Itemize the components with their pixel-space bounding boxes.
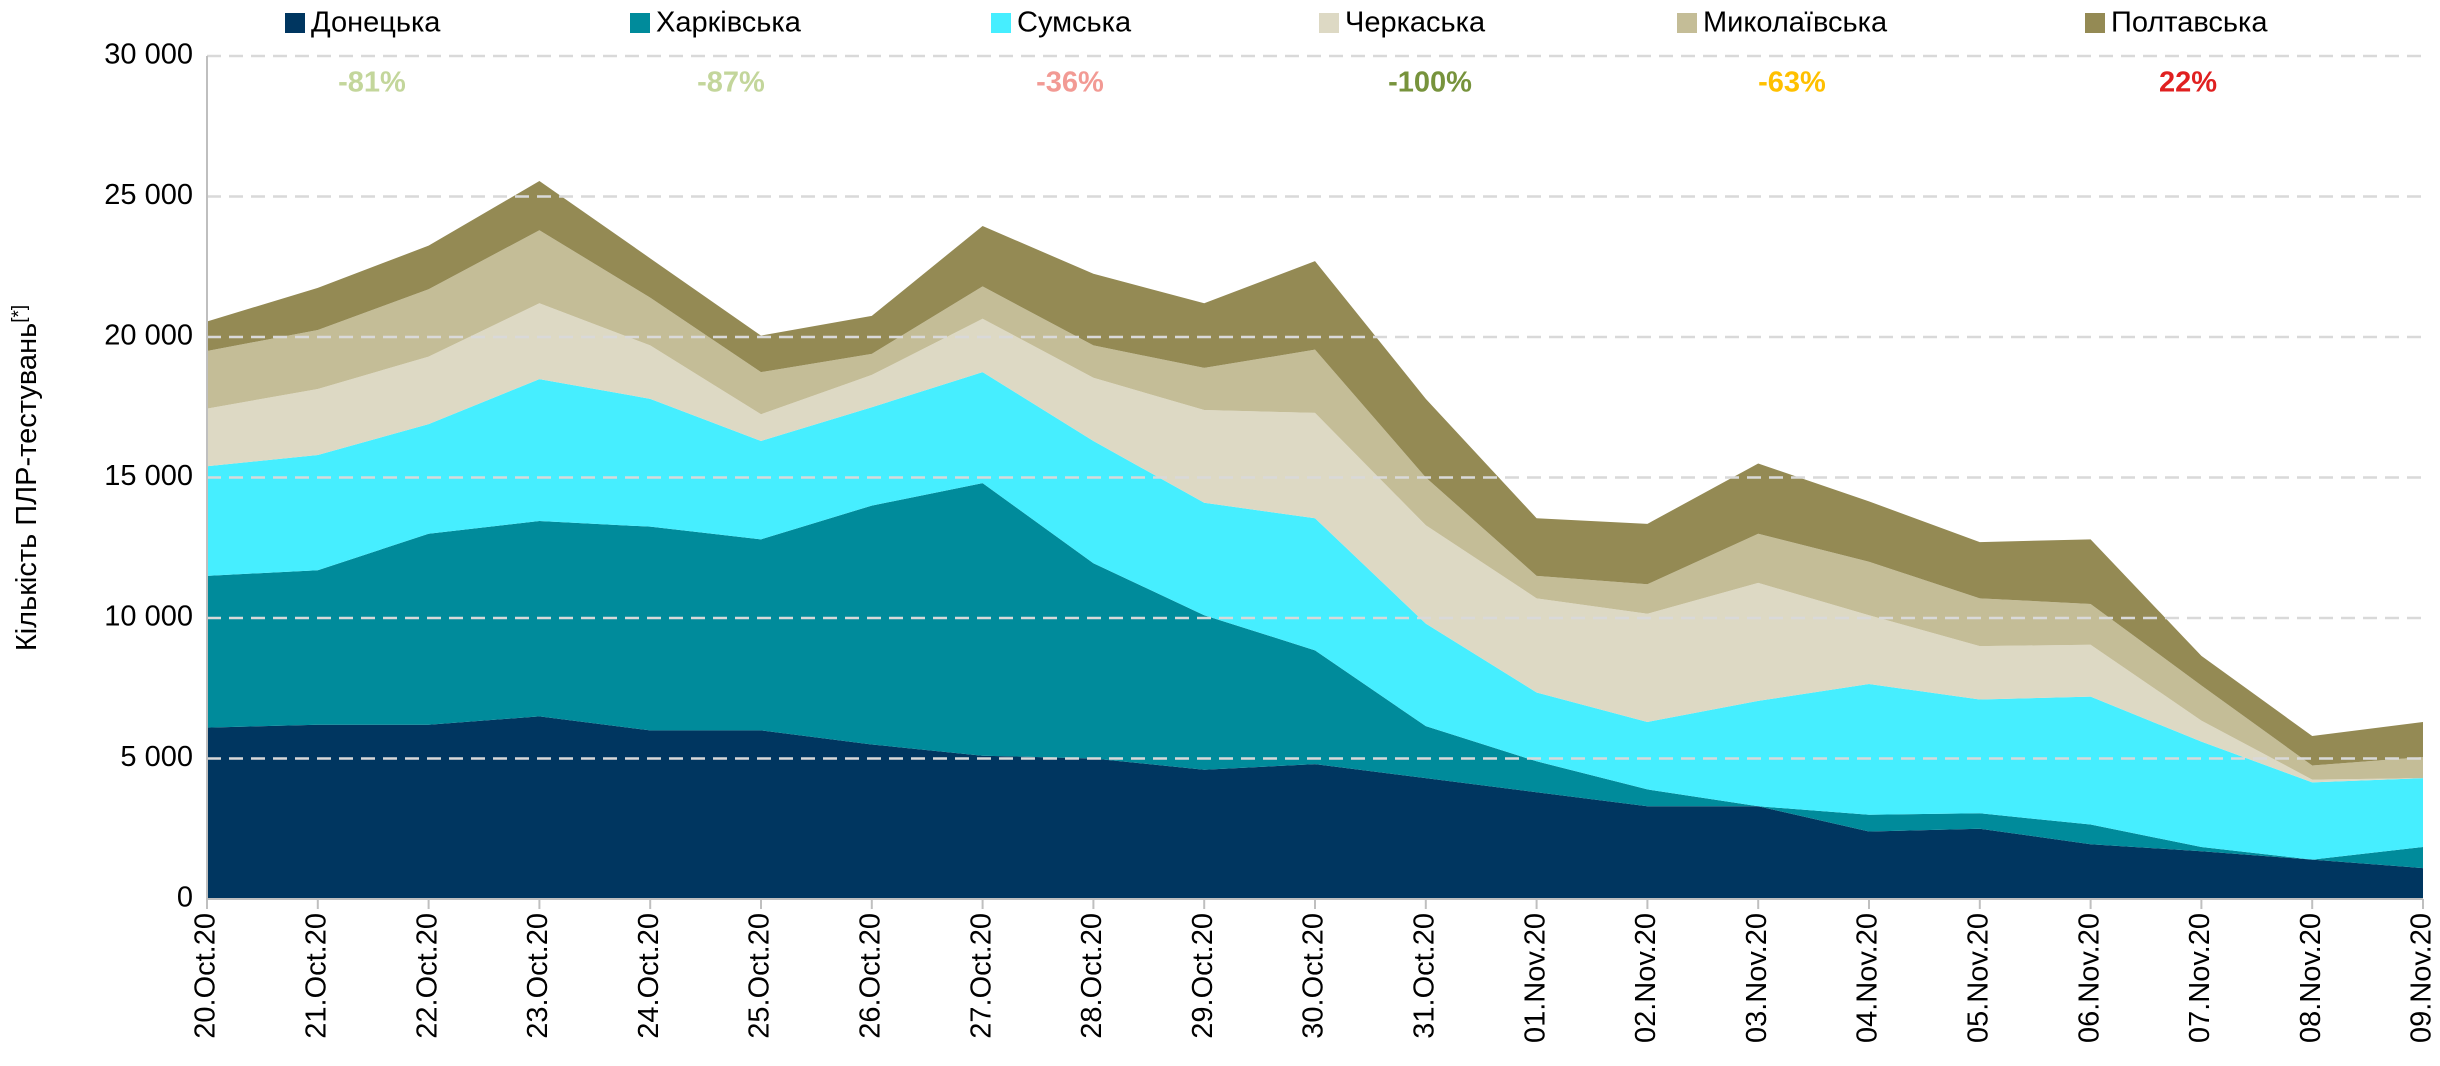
y-tick-label: 25 000 [104,179,193,211]
x-tick-label: 21.Oct.20 [300,913,332,1039]
y-axis-label-note: [*] [9,305,30,323]
y-tick-label: 20 000 [104,320,193,352]
area [207,181,2423,766]
x-tick-label: 23.Oct.20 [522,913,554,1039]
annotation: -36% [1036,67,1104,99]
area [207,716,2423,899]
x-tick-label: 06.Nov.20 [2073,913,2105,1043]
annotation: -100% [1388,67,1472,99]
y-tick-label: 0 [177,882,193,914]
x-tick-label: 08.Nov.20 [2295,913,2327,1043]
x-tick-label: 09.Nov.20 [2406,913,2438,1043]
legend-swatch [991,13,1011,33]
x-tick-label: 05.Nov.20 [1962,913,1994,1043]
x-tick-label: 30.Oct.20 [1298,913,1330,1039]
areas [207,181,2423,899]
x-tick-label: 24.Oct.20 [633,913,665,1039]
x-tick-label: 31.Oct.20 [1408,913,1440,1039]
x-tick-label: 20.Oct.20 [190,913,222,1039]
legend-label: Донецька [311,7,441,39]
annotation: -63% [1758,67,1826,99]
x-tick-label: 01.Nov.20 [1519,913,1551,1043]
y-axis-label: Кількість ПЛР-тестувань[*] [9,305,43,651]
annotation: -81% [338,67,406,99]
x-tick-label: 04.Nov.20 [1852,913,1884,1043]
x-tick-label: 03.Nov.20 [1741,913,1773,1043]
annotation: -87% [697,67,765,99]
legend-label: Черкаська [1345,7,1486,39]
x-tick-label: 28.Oct.20 [1076,913,1108,1039]
y-tick-label: 30 000 [104,39,193,71]
annotation: 22% [2159,67,2217,99]
y-tick-label: 15 000 [104,460,193,492]
legend-swatch [1319,13,1339,33]
legend-swatch [630,13,650,33]
y-tick-label: 5 000 [120,741,193,773]
x-tick-label: 27.Oct.20 [965,913,997,1039]
legend-label: Сумська [1017,7,1132,39]
area [207,483,2423,869]
y-tick-label: 10 000 [104,601,193,633]
x-tick-label: 25.Oct.20 [744,913,776,1039]
legend-swatch [1677,13,1697,33]
x-tick-label: 02.Nov.20 [1630,913,1662,1043]
y-axis-label-text: Кількість ПЛР-тестувань [11,323,43,651]
legend-label: Миколаївська [1703,7,1888,39]
area [207,303,2423,783]
legend-label: Полтавська [2111,7,2268,39]
x-tick-label: 29.Oct.20 [1187,913,1219,1039]
legend-swatch [285,13,305,33]
legend-label: Харківська [656,7,802,39]
x-tick-label: 07.Nov.20 [2184,913,2216,1043]
x-tick-label: 26.Oct.20 [854,913,886,1039]
legend-swatch [2085,13,2105,33]
area [207,372,2423,860]
x-tick-label: 22.Oct.20 [411,913,443,1039]
